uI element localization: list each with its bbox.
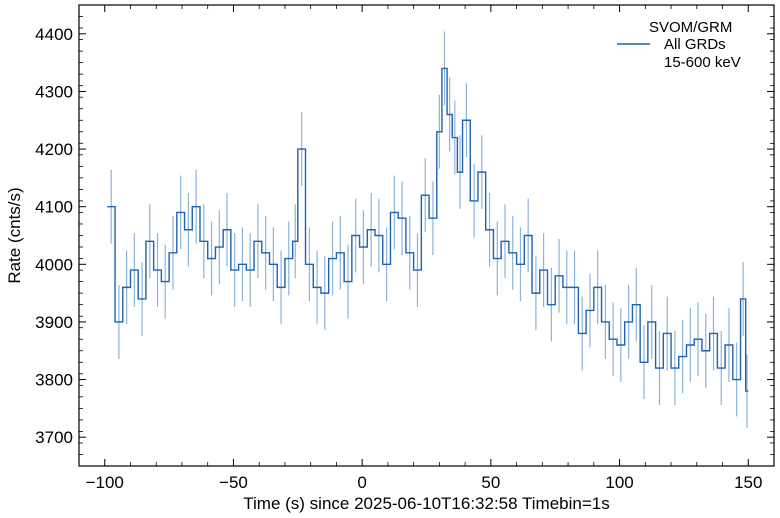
series-line-all-grds bbox=[107, 67, 749, 392]
y-tick-label: 4000 bbox=[35, 255, 73, 274]
x-tick-label: 50 bbox=[481, 473, 500, 492]
y-tick-label: 3700 bbox=[35, 428, 73, 447]
legend-title: SVOM/GRM bbox=[649, 19, 732, 36]
x-axis-label: Time (s) since 2025-06-10T16:32:58 Timeb… bbox=[243, 494, 609, 513]
x-tick-label: −50 bbox=[219, 473, 248, 492]
error-bars bbox=[110, 31, 748, 428]
y-axis-label: Rate (cnts/s) bbox=[5, 187, 24, 283]
legend-entry: All GRDs bbox=[664, 36, 726, 53]
y-tick-label: 3800 bbox=[35, 371, 73, 390]
x-tick-label: 100 bbox=[605, 473, 633, 492]
y-tick-label: 4300 bbox=[35, 82, 73, 101]
plot-frame bbox=[78, 4, 775, 467]
legend: SVOM/GRM All GRDs 15-600 keV bbox=[617, 19, 741, 71]
y-tick-label: 3900 bbox=[35, 313, 73, 332]
x-tick-label: 0 bbox=[357, 473, 366, 492]
y-tick-label: 4400 bbox=[35, 25, 73, 44]
x-axis: −100 −50 0 50 100 150 bbox=[78, 5, 775, 492]
y-tick-label: 4100 bbox=[35, 198, 73, 217]
y-axis: 3700 3800 3900 4000 4100 4200 4300 4400 bbox=[35, 4, 774, 467]
legend-entry: 15-600 keV bbox=[664, 54, 741, 71]
x-tick-label: −100 bbox=[86, 473, 124, 492]
x-tick-label: 150 bbox=[734, 473, 762, 492]
y-tick-label: 4200 bbox=[35, 140, 73, 159]
